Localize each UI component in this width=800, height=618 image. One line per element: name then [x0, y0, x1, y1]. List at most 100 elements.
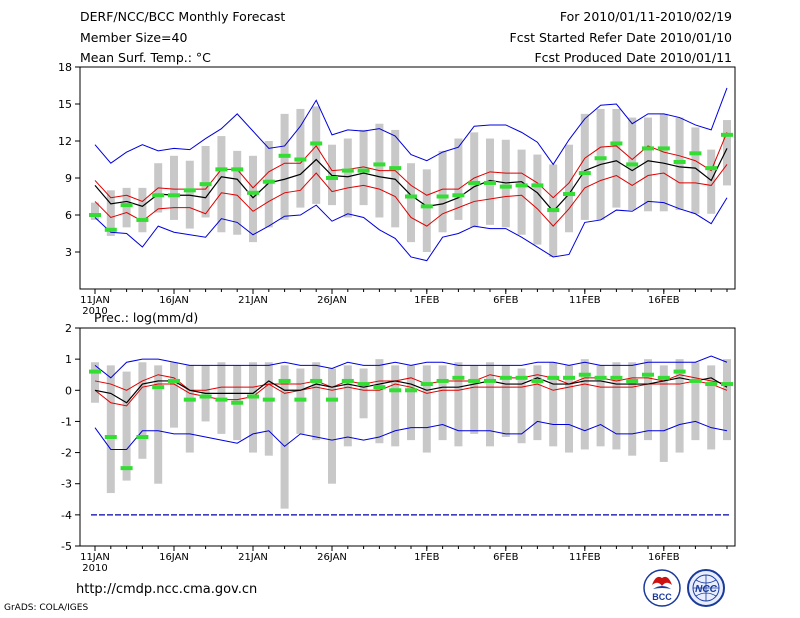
temp-observed-marker [104, 227, 117, 232]
prec-spread-box [565, 365, 573, 453]
prec-observed-marker [152, 385, 165, 390]
prec-observed-marker [373, 385, 386, 390]
temp-observed-marker [247, 190, 259, 195]
prec-observed-marker [594, 375, 607, 380]
temp-observed-marker [689, 151, 702, 156]
prec-observed-marker [389, 388, 402, 393]
prec-observed-marker [531, 378, 544, 383]
prec-spread-box [723, 359, 731, 441]
temp-observed-marker [89, 213, 101, 217]
bcc-logo: BCC [643, 569, 681, 607]
prec-spread-box [375, 359, 384, 444]
prec-x-tick-label: 1FEB [414, 552, 439, 563]
prec-observed-marker [468, 378, 481, 383]
temp-upper-quartile-line [94, 132, 728, 203]
temp-observed-marker [515, 183, 528, 188]
prec-observed-marker [247, 394, 259, 399]
temp-spread-box [565, 144, 573, 233]
prec-spread-box [707, 365, 716, 450]
prec-x-tick-label: 6FEB [493, 552, 518, 563]
prec-y-tick-label: 2 [65, 322, 72, 335]
prec-x-tick-label: 21JAN [238, 552, 268, 563]
temp-observed-marker [673, 159, 686, 164]
temp-x-tick-label: 11JAN [80, 295, 110, 306]
prec-observed-marker [673, 369, 686, 374]
prec-observed-marker [484, 378, 496, 383]
prec-observed-marker [341, 378, 354, 383]
temp-observed-marker [484, 180, 496, 185]
temp-spread-box [470, 132, 479, 228]
source-url[interactable]: http://cmdp.ncc.cma.gov.cn [76, 582, 258, 597]
temp-observed-marker [357, 168, 370, 173]
prec-observed-marker [326, 397, 338, 402]
prec-y-tick-label: -1 [61, 415, 72, 428]
variable-label: Mean Surf. Temp.: °C [80, 50, 211, 65]
temp-observed-marker [294, 157, 307, 162]
temp-observed-marker [183, 188, 196, 193]
temp-x-tick-label: 1FEB [414, 295, 439, 306]
temp-observed-marker [657, 146, 670, 151]
prec-observed-marker [499, 375, 512, 380]
prec-x-tick-label: 11FEB [569, 552, 601, 563]
temp-observed-marker [594, 156, 607, 161]
temp-spread-box [438, 150, 447, 233]
temp-spread-box [707, 149, 716, 214]
temp-spread-box [249, 155, 257, 243]
prec-observed-marker [705, 382, 718, 387]
prec-spread-box [596, 365, 605, 447]
temp-spread-box [659, 113, 668, 212]
temp-spread-box [91, 202, 99, 220]
prec-spread-box [264, 362, 273, 456]
prec-x-tick-label: 2010 [82, 563, 107, 574]
temp-observed-marker [547, 208, 560, 213]
fcst-start-date: Fcst Started Refer Date 2010/01/10 [509, 29, 733, 45]
temp-observed-marker [168, 193, 180, 198]
prec-x-tick-label: 11JAN [80, 552, 110, 563]
prec-spread-box [138, 362, 147, 459]
temp-max-line [94, 87, 728, 166]
temp-spread-box [106, 190, 115, 236]
temp-observed-marker [610, 141, 623, 146]
temp-observed-marker [341, 168, 354, 173]
prec-observed-marker [405, 388, 417, 393]
prec-observed-marker [721, 382, 733, 387]
prec-observed-marker [215, 397, 228, 402]
temp-observed-marker [436, 194, 449, 199]
temp-observed-marker [405, 194, 417, 199]
temp-spread-box [343, 138, 352, 218]
temp-spread-box [138, 187, 147, 233]
prec-spread-box [517, 368, 526, 444]
prec-spread-box [675, 359, 684, 453]
temp-observed-marker [120, 203, 133, 208]
prec-x-tick-label: 26JAN [317, 552, 347, 563]
temp-x-tick-label: 21JAN [238, 295, 268, 306]
bcc-logo-text: BCC [652, 592, 672, 602]
temp-y-tick-label: 9 [65, 172, 72, 185]
prec-spread-box [438, 365, 447, 441]
prec-observed-marker [183, 397, 196, 402]
temp-observed-marker [531, 183, 544, 188]
temp-spread-box [280, 113, 289, 220]
temp-x-tick-label: 2010 [82, 306, 107, 317]
header-left: DERF/NCC/BCC Monthly Forecast Member Siz… [80, 10, 285, 72]
prec-spread-box [501, 365, 510, 437]
prec-observed-marker [199, 394, 212, 399]
temp-spread-box [201, 145, 210, 218]
temp-spread-box [264, 141, 273, 228]
prec-spread-box [328, 368, 336, 484]
prec-spread-box [185, 365, 194, 453]
prec-y-tick-label: -3 [61, 478, 72, 491]
temp-observed-marker [215, 167, 228, 172]
forecast-period: For 2010/01/11-2010/02/19 [559, 9, 732, 24]
prec-spread-box [391, 365, 400, 447]
prec-observed-marker [294, 397, 307, 402]
fcst-produced-date: Fcst Produced Date 2010/01/11 [534, 50, 732, 65]
prec-min-line [94, 420, 728, 450]
temp-spread-box [170, 155, 178, 220]
temp-observed-marker [499, 184, 512, 189]
temp-spread-box [723, 120, 731, 186]
prec-observed-marker [136, 435, 149, 439]
prec-observed-marker [515, 375, 528, 380]
